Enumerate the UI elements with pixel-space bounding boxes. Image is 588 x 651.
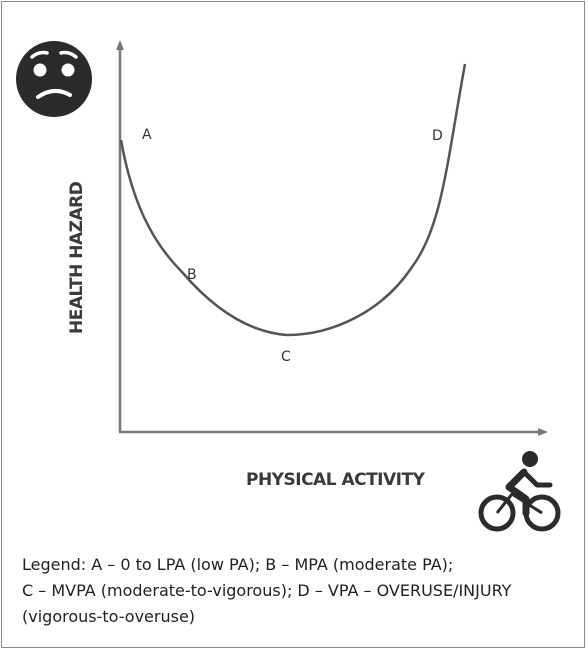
y-axis-label: HEALTH HAZARD	[67, 181, 87, 334]
health-hazard-diagram: A B C D HEALTH HAZARD PHYSICAL ACTIVITY	[2, 2, 588, 542]
worried-face-icon	[16, 41, 92, 117]
y-axis-arrow	[116, 40, 124, 50]
legend: Legend: A – 0 to LPA (low PA); B – MPA (…	[22, 552, 582, 630]
point-label-a: A	[142, 127, 152, 143]
x-axis-arrow	[538, 428, 548, 436]
point-label-b: B	[187, 267, 197, 283]
hazard-curve	[119, 63, 467, 337]
legend-line-1: Legend: A – 0 to LPA (low PA); B – MPA (…	[22, 555, 454, 574]
point-label-d: D	[432, 128, 443, 144]
cyclist-icon	[478, 451, 561, 532]
legend-line-2: C – MVPA (moderate-to-vigorous); D – VPA…	[22, 581, 512, 600]
x-axis-label: PHYSICAL ACTIVITY	[246, 470, 426, 490]
point-label-c: C	[281, 349, 291, 365]
legend-line-3: (vigorous-to-overuse)	[22, 607, 196, 626]
